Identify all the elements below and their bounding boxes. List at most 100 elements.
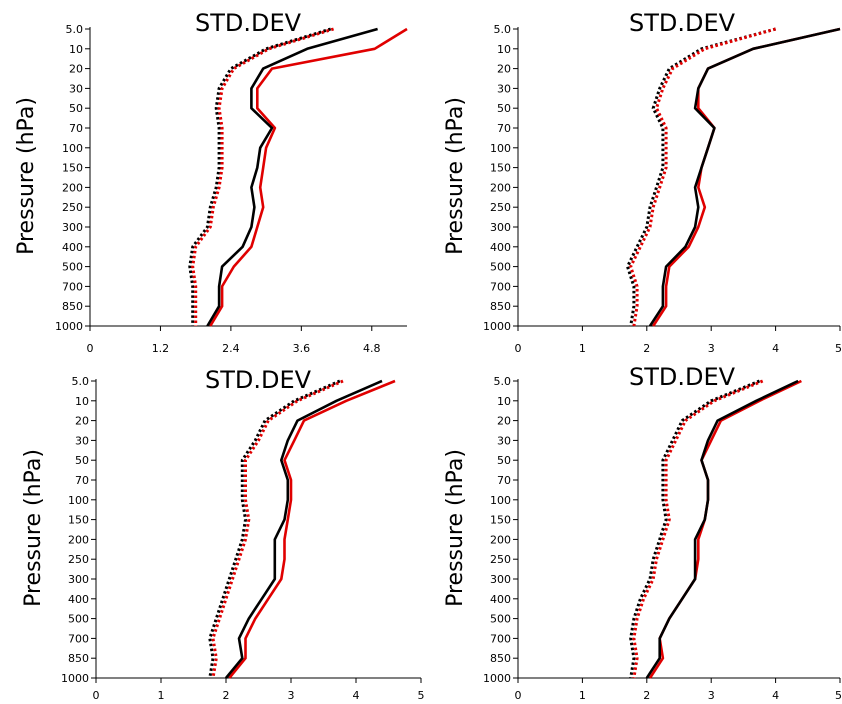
y-tick-label: 20	[497, 63, 511, 76]
y-tick-label: 150	[490, 162, 511, 175]
y-tick-label: 400	[62, 241, 83, 254]
y-tick-label: 700	[68, 632, 89, 645]
x-tick-label: 1.2	[152, 342, 170, 355]
x-tick-label: 2	[643, 342, 650, 355]
y-tick-label: 850	[62, 300, 83, 313]
y-tick-label: 100	[490, 142, 511, 155]
y-tick-label: 30	[69, 82, 83, 95]
x-tick-label: 3	[708, 342, 715, 355]
y-tick-label: 700	[490, 632, 511, 645]
y-tick-label: 500	[68, 613, 89, 626]
y-tick-label: 50	[497, 102, 511, 115]
chart-title: STD.DEV	[629, 363, 736, 391]
x-tick-label: 4	[772, 689, 779, 702]
y-tick-label: 300	[490, 221, 511, 234]
chart-title: STD.DEV	[195, 9, 302, 37]
y-tick-label: 400	[68, 593, 89, 606]
y-tick-label: 500	[62, 261, 83, 274]
x-tick-label: 4	[353, 689, 360, 702]
series-line-4	[211, 379, 344, 679]
y-tick-label: 30	[497, 82, 511, 95]
y-tick-label: 10	[497, 395, 511, 408]
y-tick-label: 30	[75, 434, 89, 447]
y-tick-label: 700	[62, 280, 83, 293]
y-tick-label: 150	[490, 514, 511, 527]
series-line-3	[188, 27, 332, 326]
y-tick-label: 1000	[483, 320, 511, 333]
y-tick-label: 400	[490, 241, 511, 254]
y-tick-label: 5.0	[494, 375, 512, 388]
y-tick-label: 1000	[483, 672, 511, 685]
y-tick-label: 5.0	[72, 375, 90, 388]
x-tick-label: 0	[515, 689, 522, 702]
y-tick-label: 10	[75, 395, 89, 408]
series-line-3	[626, 27, 776, 327]
y-tick-label: 100	[62, 142, 83, 155]
y-tick-label: 70	[497, 122, 511, 135]
y-tick-label: 250	[62, 201, 83, 214]
y-tick-label: 150	[68, 514, 89, 527]
x-tick-label: 2.4	[222, 342, 240, 355]
y-tick-label: 200	[490, 533, 511, 546]
x-tick-label: 4	[772, 342, 779, 355]
y-tick-label: 20	[75, 415, 89, 428]
y-tick-label: 300	[68, 573, 89, 586]
y-axis-label: Pressure (hPa)	[14, 97, 39, 255]
series-line-4	[629, 27, 777, 327]
y-tick-label: 20	[69, 63, 83, 76]
x-tick-label: 1	[579, 689, 586, 702]
series-line-1	[228, 379, 396, 679]
y-tick-label: 500	[490, 261, 511, 274]
series-line-2	[224, 379, 383, 679]
y-tick-label: 10	[497, 43, 511, 56]
y-tick-label: 250	[490, 201, 511, 214]
y-tick-label: 200	[68, 533, 89, 546]
x-tick-label: 3.6	[293, 342, 311, 355]
series-line-4	[632, 379, 764, 679]
series-line-2	[645, 379, 799, 679]
y-tick-label: 100	[490, 494, 511, 507]
y-axis-label: Pressure (hPa)	[443, 97, 468, 255]
x-tick-label: 5	[835, 689, 842, 702]
y-tick-label: 5.0	[494, 23, 512, 36]
y-tick-label: 30	[497, 434, 511, 447]
series-line-1	[652, 27, 841, 327]
y-tick-label: 150	[62, 162, 83, 175]
y-tick-label: 70	[69, 122, 83, 135]
y-tick-label: 50	[69, 102, 83, 115]
y-tick-label: 850	[68, 652, 89, 665]
x-tick-label: 5	[418, 689, 425, 702]
x-tick-label: 2	[223, 689, 230, 702]
y-axis-label: Pressure (hPa)	[21, 449, 46, 607]
y-axis-label: Pressure (hPa)	[443, 449, 468, 607]
x-tick-label: 0	[93, 689, 100, 702]
y-tick-label: 700	[490, 280, 511, 293]
series-line-2	[206, 27, 378, 327]
y-tick-label: 850	[490, 652, 511, 665]
x-tick-label: 2	[643, 689, 650, 702]
chart-title: STD.DEV	[629, 9, 736, 37]
y-tick-label: 500	[490, 613, 511, 626]
y-tick-label: 10	[69, 43, 83, 56]
y-tick-label: 200	[490, 181, 511, 194]
y-tick-label: 850	[490, 300, 511, 313]
x-tick-label: 3	[708, 689, 715, 702]
series-line-1	[209, 27, 408, 327]
y-tick-label: 250	[490, 553, 511, 566]
y-tick-label: 250	[68, 553, 89, 566]
y-tick-label: 400	[490, 593, 511, 606]
y-tick-label: 200	[62, 181, 83, 194]
x-tick-label: 1	[579, 342, 586, 355]
y-tick-label: 300	[490, 573, 511, 586]
chart-title: STD.DEV	[205, 366, 312, 394]
x-tick-label: 3	[288, 689, 295, 702]
x-tick-label: 0	[87, 342, 94, 355]
series-line-4	[191, 27, 335, 326]
series-line-1	[648, 379, 802, 679]
y-tick-label: 50	[75, 454, 89, 467]
y-tick-label: 20	[497, 415, 511, 428]
y-tick-label: 50	[497, 454, 511, 467]
